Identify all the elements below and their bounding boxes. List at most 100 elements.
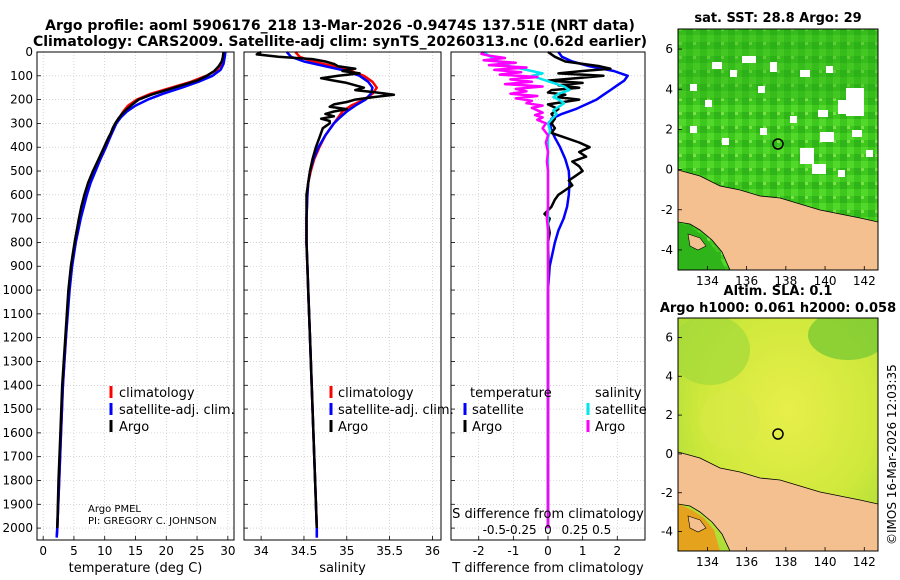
x-tick-label: 25 xyxy=(189,544,204,558)
depth-tick-label: 1600 xyxy=(2,426,33,440)
legend-climatology-label: climatology xyxy=(119,386,195,401)
map-x-tick-label: 140 xyxy=(814,555,837,569)
legend-satellite-label: satellite-adj. clim. xyxy=(338,403,454,418)
x-tick-label: 0 xyxy=(39,544,47,558)
depth-tick-label: 1100 xyxy=(2,307,33,321)
depth-tick-label: 1500 xyxy=(2,402,33,416)
depth-tick-label: 500 xyxy=(10,164,33,178)
depth-tick-label: 700 xyxy=(10,212,33,226)
map-y-tick-label: -2 xyxy=(661,486,673,500)
series-line-argo xyxy=(56,51,225,529)
credit-line2: PI: GREGORY C. JOHNSON xyxy=(88,516,217,527)
depth-tick-label: 1300 xyxy=(2,354,33,368)
map-x-tick-label: 140 xyxy=(814,274,837,288)
temperature-profile-panel: 0100200300400500600700800900100011001200… xyxy=(2,45,235,576)
difference-legend: temperature satellite Argo salinity sate… xyxy=(463,386,647,435)
x-tick-label: 5 xyxy=(70,544,78,558)
x-axis-label: temperature (deg C) xyxy=(69,561,203,576)
series-line-salinity-argo xyxy=(480,51,550,529)
depth-tick-label: 1900 xyxy=(2,497,33,511)
depth-tick-label: 800 xyxy=(10,235,33,249)
series-line-satellite-adj-clim- xyxy=(55,51,227,538)
depth-tick-label: 2000 xyxy=(2,521,33,535)
map-y-tick-label: -4 xyxy=(661,243,673,257)
depth-tick-label: 200 xyxy=(10,93,33,107)
x-tick-label: 10 xyxy=(97,544,112,558)
s-tick-label: 0.5 xyxy=(592,523,611,537)
map-y-tick-label: 0 xyxy=(665,163,673,177)
difference-profile-panel: -2 -1 0 1 2 T difference from climatology xyxy=(450,50,646,576)
temperature-legend: climatology satellite-adj. clim. Argo Ar… xyxy=(88,386,235,527)
sst-land xyxy=(678,169,878,270)
sst-cloud-gaps xyxy=(690,56,873,177)
sla-map-frame xyxy=(677,317,879,552)
series-line-climatology xyxy=(55,51,226,538)
map-x-tick-label: 142 xyxy=(853,274,876,288)
map-y-tick-label: -2 xyxy=(661,203,673,217)
depth-tick-label: 1000 xyxy=(2,283,33,297)
sla-land xyxy=(678,451,878,551)
sst-warm-band xyxy=(678,29,878,99)
map-x-tick-label: 136 xyxy=(735,274,758,288)
depth-tick-label: 1400 xyxy=(2,378,33,392)
sla-argo-marker xyxy=(772,428,784,440)
map-x-tick-label: 134 xyxy=(696,274,719,288)
map-y-tick-label: 6 xyxy=(665,330,673,344)
x-tick-label: 1 xyxy=(579,544,587,558)
figure-title-line2: Climatology: CARS2009. Satellite-adj cli… xyxy=(33,34,647,50)
map-y-tick-label: 4 xyxy=(665,82,673,96)
x-tick-label: 30 xyxy=(220,544,235,558)
x-tick-label: 34.5 xyxy=(291,544,318,558)
legend-temperature-title: temperature xyxy=(470,386,552,401)
sst-map xyxy=(678,29,878,270)
map-x-tick-label: 134 xyxy=(696,555,719,569)
legend-sal-satellite-label: satellite xyxy=(595,403,647,418)
legend-temp-argo-label: Argo xyxy=(472,420,502,435)
legend-argo-label: Argo xyxy=(119,420,149,435)
depth-tick-label: 900 xyxy=(10,259,33,273)
s-tick-label: -0.25 xyxy=(506,523,537,537)
legend-satellite-label: satellite-adj. clim. xyxy=(119,403,235,418)
sla-map-title: Altim. SLA: 0.1 xyxy=(724,284,833,299)
figure-title-line1: Argo profile: aoml 5906176_218 13-Mar-20… xyxy=(45,18,635,34)
x-tick-label: 20 xyxy=(159,544,174,558)
depth-tick-label: 0 xyxy=(25,45,33,59)
depth-tick-label: 1700 xyxy=(2,450,33,464)
legend-sal-argo-label: Argo xyxy=(595,420,625,435)
x-tick-label: 36 xyxy=(425,544,440,558)
depth-tick-label: 1800 xyxy=(2,473,33,487)
sla-map-axes: 134 136 138 140 142 -4 -2 0 2 4 6 xyxy=(661,330,876,569)
salinity-legend: climatology satellite-adj. clim. Argo xyxy=(329,386,454,435)
x-axis-label: salinity xyxy=(319,561,366,576)
x-tick-label: -2 xyxy=(473,544,485,558)
sla-map-subtitle: Argo h1000: 0.061 h2000: 0.058 xyxy=(660,301,896,316)
depth-tick-label: 400 xyxy=(10,140,33,154)
panel-frame xyxy=(450,51,646,541)
credit-line1: Argo PMEL xyxy=(88,504,141,515)
x-tick-label: 2 xyxy=(613,544,621,558)
sst-island xyxy=(687,233,707,251)
x-tick-label: 35 xyxy=(339,544,354,558)
x-tick-label: 0 xyxy=(544,544,552,558)
timestamp: ©IMOS 16-Mar-2026 12:03:35 xyxy=(885,364,899,545)
sst-argo-marker xyxy=(772,138,784,150)
legend-climatology-label: climatology xyxy=(338,386,414,401)
map-y-tick-label: 0 xyxy=(665,447,673,461)
map-y-tick-label: 4 xyxy=(665,369,673,383)
x-tick-label: 34 xyxy=(253,544,268,558)
depth-tick-label: 100 xyxy=(10,69,33,83)
panel-frame xyxy=(243,51,442,541)
map-y-tick-label: 2 xyxy=(665,408,673,422)
x-axis-label: T difference from climatology xyxy=(451,561,644,576)
depth-tick-label: 300 xyxy=(10,116,33,130)
map-y-tick-label: -4 xyxy=(661,525,673,539)
s-tick-label: 0.25 xyxy=(561,523,588,537)
legend-salinity-title: salinity xyxy=(595,386,642,401)
sst-map-axes: 134 136 138 140 142 -4 -2 0 2 4 6 xyxy=(661,42,876,288)
x-tick-label: 15 xyxy=(128,544,143,558)
legend-temp-satellite-label: satellite xyxy=(472,403,524,418)
depth-tick-label: 1200 xyxy=(2,331,33,345)
sla-map xyxy=(678,318,878,551)
panel-frame xyxy=(36,51,235,541)
